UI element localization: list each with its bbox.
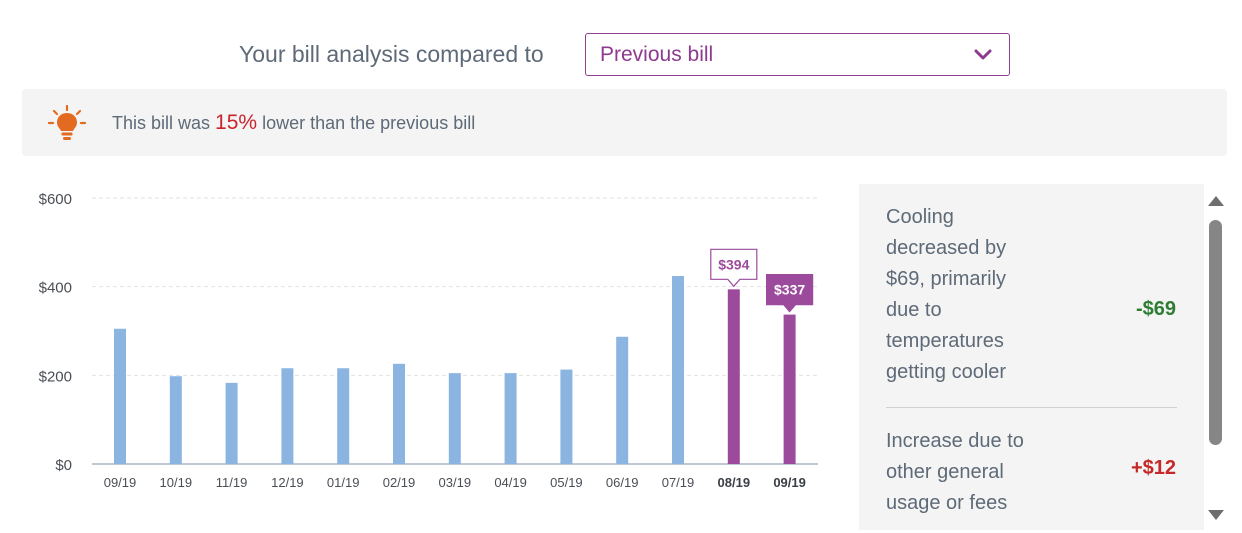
summary-suffix: lower than the previous bill [262, 113, 476, 133]
scroll-down-arrow-icon[interactable] [1208, 510, 1224, 520]
summary-banner: This bill was 15% lower than the previou… [22, 89, 1227, 156]
bill-history-chart: $0 $200 $400 $600 09/19 10/19 11/19 12/19 01/19 0… [0, 175, 840, 515]
data-label: $337 [774, 282, 805, 298]
lightbulb-icon [48, 105, 86, 140]
compare-label: Your bill analysis compared to [239, 41, 544, 67]
compare-select-value: Previous bill [600, 43, 714, 66]
breakdown-divider [886, 407, 1177, 408]
bar[interactable] [337, 368, 350, 464]
x-tick-label: 09/19 [773, 475, 806, 490]
breakdown-item-cooling: Cooling decreased by $69, primarily due … [886, 202, 1178, 388]
bill-history-chart-svg: $0 $200 $400 $600 09/19 10/19 11/19 12/19 01/19 0… [39, 191, 818, 490]
chevron-down-icon [974, 49, 992, 60]
x-tick-label: 03/19 [439, 475, 472, 490]
compare-row: Your bill analysis compared to Previous … [0, 33, 1242, 77]
data-label-callout [710, 248, 758, 288]
x-tick-label: 05/19 [550, 475, 583, 490]
bar[interactable] [448, 373, 461, 464]
bar[interactable] [225, 382, 238, 464]
summary-prefix: This bill was [112, 113, 211, 133]
data-label-callout [766, 273, 814, 313]
bar[interactable] [393, 363, 405, 464]
breakdown-item-amount: -$69 [1135, 298, 1176, 320]
y-tick-label: $600 [39, 191, 72, 208]
scroll-up-arrow-icon[interactable] [1208, 196, 1224, 206]
bar[interactable] [672, 276, 684, 464]
bar[interactable] [783, 314, 796, 464]
y-tick-label: $400 [39, 280, 72, 297]
breakdown-item-amount: +$12 [1130, 457, 1176, 479]
x-tick-label: 07/19 [662, 475, 695, 490]
summary-message: This bill was 15% lower than the previou… [112, 111, 475, 135]
scroll-thumb[interactable] [1209, 220, 1222, 445]
compare-select[interactable]: Previous bill [585, 33, 1010, 76]
bar[interactable] [727, 289, 740, 464]
x-tick-label: 08/19 [718, 475, 751, 490]
bar[interactable] [281, 368, 294, 464]
bar[interactable] [169, 376, 182, 464]
x-tick-label: 10/19 [160, 475, 193, 490]
breakdown-item-other: Increase due to other general usage or f… [886, 426, 1178, 519]
x-tick-label: 01/19 [327, 475, 360, 490]
bar[interactable] [616, 336, 629, 464]
x-tick-label: 02/19 [383, 475, 416, 490]
breakdown-item-text: Cooling decreased by $69, primarily due … [886, 206, 1007, 383]
bar[interactable] [504, 373, 517, 464]
data-label: $394 [718, 256, 749, 272]
x-tick-label: 06/19 [606, 475, 639, 490]
bar[interactable] [114, 328, 126, 464]
x-tick-label: 04/19 [494, 475, 527, 490]
bar[interactable] [560, 369, 573, 464]
y-tick-label: $200 [39, 368, 72, 385]
breakdown-item-text: Increase due to other general usage or f… [886, 430, 1024, 514]
x-tick-label: 12/19 [271, 475, 304, 490]
x-tick-label: 11/19 [216, 475, 248, 490]
summary-percent: 15% [215, 111, 258, 134]
bill-breakdown-panel: Cooling decreased by $69, primarily due … [859, 184, 1204, 530]
y-tick-label: $0 [55, 457, 72, 474]
x-tick-label: 09/19 [104, 475, 137, 490]
breakdown-scrollbar[interactable] [1205, 190, 1227, 525]
